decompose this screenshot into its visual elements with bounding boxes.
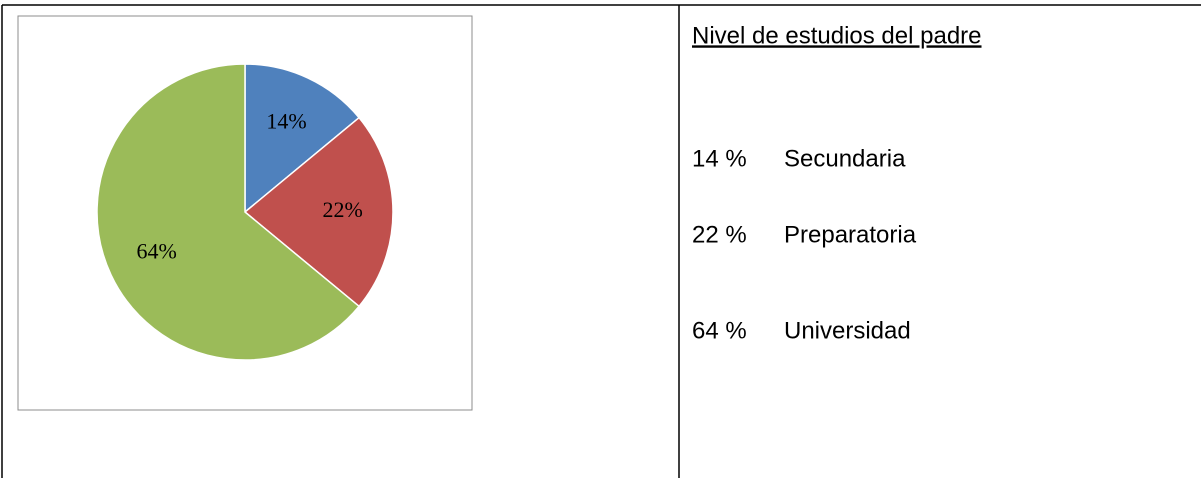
side-category: Preparatoria xyxy=(784,221,917,248)
side-category: Secundaria xyxy=(784,145,906,172)
side-title: Nivel de estudios del padre xyxy=(692,22,982,49)
slice-label: 64% xyxy=(136,239,176,264)
side-percent: 22 % xyxy=(692,221,747,248)
pie: 14% 22% 64% xyxy=(96,63,394,361)
side-category: Universidad xyxy=(784,317,911,344)
slice-label: 22% xyxy=(323,197,363,222)
pie-slice xyxy=(96,63,361,361)
pie-slice xyxy=(244,63,361,214)
slice-label: 14% xyxy=(266,109,306,134)
side-percent: 64 % xyxy=(692,317,747,344)
side-list: 14 % Secundaria 22 % Preparatoria 64 % Univer… xyxy=(692,145,917,344)
pie-slice xyxy=(243,116,394,308)
side-percent: 14 % xyxy=(692,145,747,172)
